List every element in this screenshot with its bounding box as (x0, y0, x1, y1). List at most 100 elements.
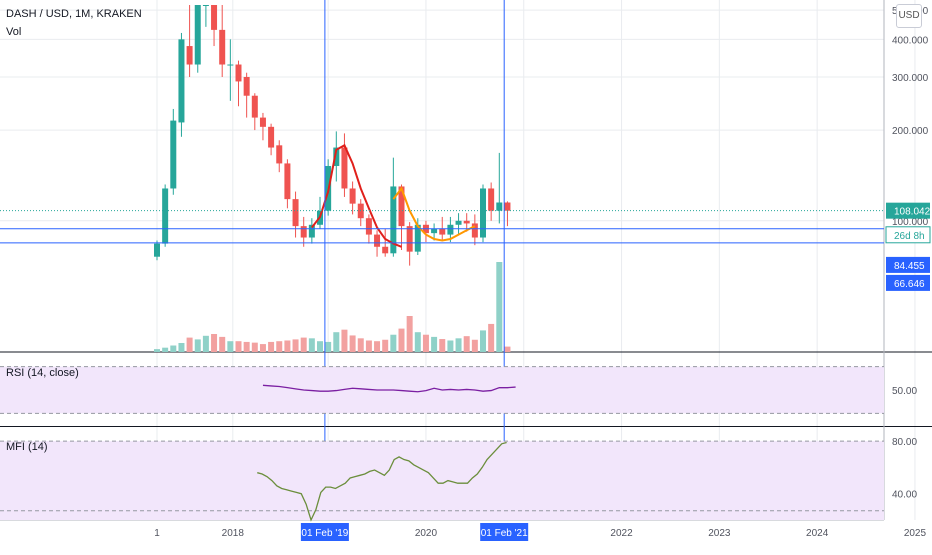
time-marker-label-text: 01 Feb '19 (301, 528, 348, 539)
time-tick-label: 1 (154, 528, 160, 539)
candle-body (431, 228, 438, 234)
volume-bar (439, 339, 446, 352)
volume-bar (276, 341, 283, 352)
candle-body (211, 5, 218, 30)
time-tick-label: 2018 (222, 528, 245, 539)
volume-bar (374, 341, 381, 352)
volume-bar (235, 341, 242, 352)
candle-body (488, 188, 495, 211)
volume-bar (382, 339, 389, 352)
candle-body (259, 117, 266, 127)
volume-bar (406, 316, 413, 352)
price-axis-label-text: 84.455 (894, 261, 925, 272)
candle-body (390, 186, 397, 254)
time-marker-label (300, 523, 349, 541)
candle-body (178, 39, 185, 123)
candle-body (235, 64, 242, 82)
volume-bar (194, 339, 201, 352)
volume-bar (365, 340, 372, 352)
volume-bar (251, 342, 258, 352)
volume-bar (480, 330, 486, 352)
volume-bar (349, 335, 356, 352)
volume-legend: Vol (6, 26, 22, 38)
price-axis-label-text: 66.646 (894, 279, 925, 290)
candle-body (284, 163, 291, 200)
candle-body (398, 186, 405, 227)
volume-bar (398, 328, 405, 352)
currency-toggle-button[interactable]: USD (896, 4, 922, 28)
volume-bar (170, 345, 177, 352)
volume-bar (455, 338, 462, 352)
volume-bar (300, 337, 307, 352)
volume-bar (292, 339, 299, 352)
mfi-line (257, 441, 507, 522)
candle-body (349, 188, 356, 204)
candle-body (308, 224, 315, 238)
price-tick-label: 200.000 (892, 126, 929, 137)
volume-bar (390, 334, 397, 352)
candle-body (219, 29, 226, 65)
candle-body (186, 46, 193, 65)
candle-body (463, 220, 470, 224)
candle-body (268, 126, 275, 148)
candle-body (202, 5, 209, 6)
time-tick-label: 2023 (708, 528, 731, 539)
volume-bar (463, 336, 470, 352)
candle-body (170, 120, 177, 189)
volume-bar (447, 340, 454, 352)
price-tick-label: 400.000 (892, 35, 929, 46)
candle-body (365, 218, 372, 235)
mfi-tick-label: 80.00 (892, 437, 917, 448)
volume-bar (186, 337, 193, 352)
volume-bar (504, 346, 511, 352)
rsi-legend: RSI (14, close) (6, 367, 79, 379)
volume-bar (357, 338, 364, 352)
time-tick-label: 2020 (415, 528, 438, 539)
volume-bar (308, 338, 315, 352)
volume-bar (219, 336, 226, 352)
time-tick-label: 2025 (904, 528, 927, 539)
pattern-curve (311, 143, 402, 248)
candle-body (496, 202, 503, 211)
volume-bar (154, 349, 160, 352)
time-marker-label (480, 523, 529, 541)
volume-bar (243, 341, 250, 352)
price-axis-label (886, 202, 930, 219)
volume-bar (211, 334, 218, 352)
price-axis-label (885, 226, 931, 244)
candle-body (243, 76, 250, 96)
volume-bar (333, 332, 340, 352)
candle-body (292, 199, 299, 227)
candle-body (406, 226, 413, 252)
volume-bar (325, 341, 332, 352)
candle-body (154, 243, 160, 257)
volume-bar (317, 341, 323, 352)
candle-body (374, 234, 381, 247)
mfi-band (0, 441, 884, 520)
candle-body (471, 223, 478, 238)
time-tick-label: 2022 (610, 528, 633, 539)
price-axis-label-text: 108.042 (894, 207, 931, 218)
price-tick-label: 300.000 (892, 73, 929, 84)
volume-bar (202, 335, 209, 352)
volume-bar (431, 336, 438, 352)
candle-body (300, 226, 307, 238)
volume-bar (496, 262, 503, 352)
volume-bar (227, 341, 234, 352)
mfi-tick-label: 40.00 (892, 490, 917, 501)
candle-body (414, 224, 421, 252)
volume-bar (414, 332, 421, 352)
candle-body (382, 246, 389, 254)
price-axis-label-text: 26d 8h (894, 231, 925, 242)
pattern-curve (392, 186, 476, 242)
candle-body (227, 64, 234, 66)
volume-bar (268, 341, 275, 352)
candle-body (276, 145, 283, 164)
volume-bar (341, 329, 348, 352)
candle-body (439, 228, 446, 235)
price-tick-label: 100.000 (892, 217, 929, 228)
mfi-legend: MFI (14) (6, 441, 48, 453)
volume-bar (422, 334, 429, 352)
